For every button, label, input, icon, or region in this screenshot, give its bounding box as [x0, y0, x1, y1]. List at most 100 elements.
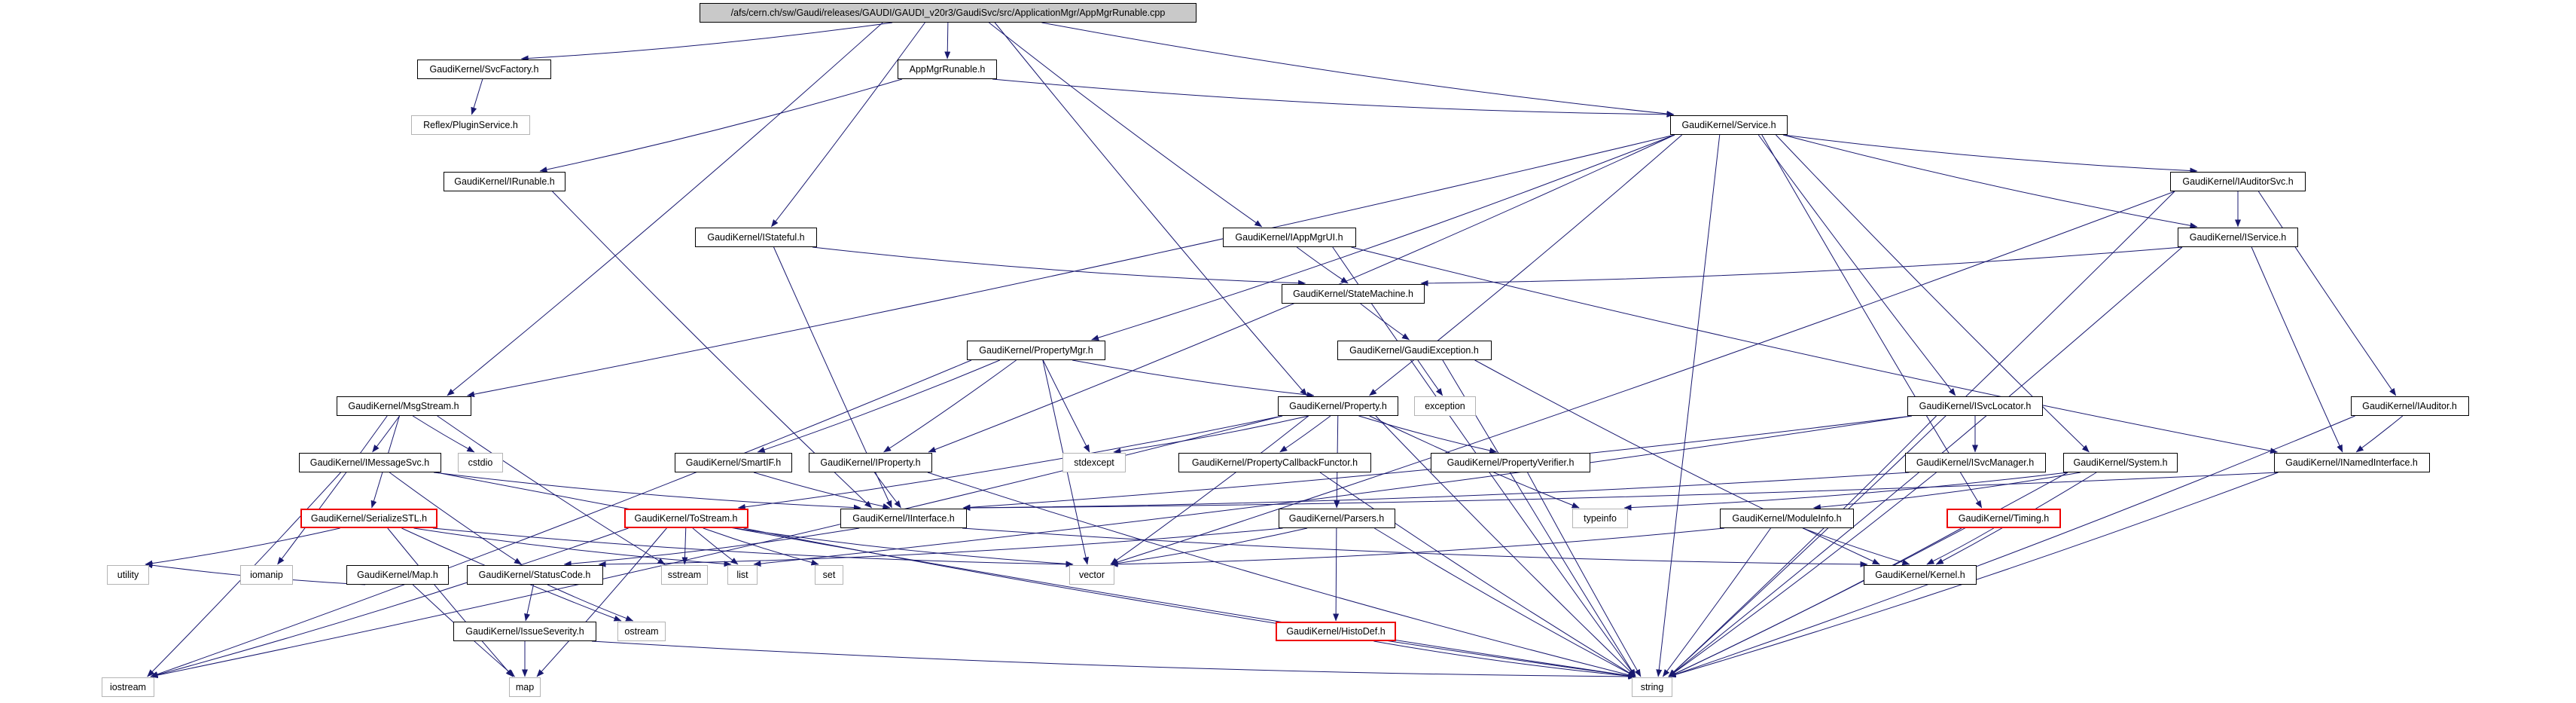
edge-iservice-statemachine — [1420, 246, 2183, 286]
edge-serializestl-mapstd — [387, 527, 514, 677]
edge-propertymgr-property — [1072, 359, 1315, 398]
node-statuscode[interactable]: GaudiKernel/StatusCode.h — [466, 565, 603, 585]
edge-iproperty-string — [927, 472, 1636, 678]
node-iinterface[interactable]: GaudiKernel/IInterface.h — [840, 509, 967, 528]
node-property[interactable]: GaudiKernel/Property.h — [1278, 396, 1398, 416]
edge-main-svcfactory — [520, 22, 893, 62]
edge-histodef-string — [1373, 640, 1636, 680]
edge-timing-string — [1668, 527, 1962, 677]
node-iservice[interactable]: GaudiKernel/IService.h — [2178, 228, 2298, 247]
edge-parsers-vector — [1110, 527, 1308, 567]
edge-inamedinterface-iinterface — [962, 472, 2279, 511]
edge-iappmgrui-inamedinterface — [1351, 246, 2278, 454]
edge-iauditorsvc-iauditor — [2257, 191, 2397, 396]
edge-imessagesvc-statuscode — [389, 472, 522, 565]
edge-iappmgrui-statemachine — [1296, 246, 1349, 284]
edge-tostream-iostream — [150, 527, 629, 678]
edge-moduleinfo-kernel — [1803, 527, 1910, 566]
node-isvcmanager[interactable]: GaudiKernel/ISvcManager.h — [1904, 453, 2046, 472]
node-msgstream[interactable]: GaudiKernel/MsgStream.h — [336, 396, 471, 416]
edge-smartif-iinterface — [753, 472, 891, 509]
node-histodef[interactable]: GaudiKernel/HistoDef.h — [1276, 622, 1396, 641]
edge-property-vector — [1110, 415, 1309, 565]
node-gaudiexception[interactable]: GaudiKernel/GaudiException.h — [1337, 341, 1492, 360]
node-setstd[interactable]: set — [815, 565, 843, 585]
edge-serializestl-vector — [432, 527, 1074, 567]
node-service[interactable]: GaudiKernel/Service.h — [1670, 115, 1788, 135]
node-imessagesvc[interactable]: GaudiKernel/IMessageSvc.h — [298, 453, 441, 472]
edge-msgstream-cstdio — [412, 415, 475, 453]
node-exception[interactable]: exception — [1414, 396, 1476, 416]
node-main[interactable]: /afs/cern.ch/sw/Gaudi/releases/GAUDI/GAU… — [700, 3, 1197, 23]
edge-svcfactory-pluginservice — [471, 78, 483, 115]
node-pluginservice[interactable]: Reflex/PluginService.h — [411, 115, 530, 135]
node-vector[interactable]: vector — [1069, 565, 1114, 585]
node-isvclocator[interactable]: GaudiKernel/ISvcLocator.h — [1907, 396, 2043, 416]
node-iomanip[interactable]: iomanip — [240, 565, 293, 585]
edge-propertymgr-stdexcept — [1042, 359, 1090, 453]
node-inamedinterface[interactable]: GaudiKernel/INamedInterface.h — [2273, 453, 2430, 472]
node-liststd[interactable]: list — [727, 565, 758, 585]
node-pcf[interactable]: GaudiKernel/PropertyCallbackFunctor.h — [1178, 453, 1371, 472]
edge-tostream-string — [743, 527, 1636, 679]
edge-statuscode-ostream — [547, 584, 634, 622]
edge-iservice-inamedinterface — [2251, 246, 2343, 453]
node-propertymgr[interactable]: GaudiKernel/PropertyMgr.h — [967, 341, 1105, 360]
node-tostream[interactable]: GaudiKernel/ToStream.h — [623, 509, 748, 528]
node-timing[interactable]: GaudiKernel/Timing.h — [1946, 509, 2061, 528]
node-irunable[interactable]: GaudiKernel/IRunable.h — [444, 172, 566, 191]
node-parsers[interactable]: GaudiKernel/Parsers.h — [1278, 509, 1395, 528]
node-serializestl[interactable]: GaudiKernel/SerializeSTL.h — [300, 509, 437, 528]
node-stdexcept[interactable]: stdexcept — [1062, 453, 1126, 472]
edge-gaudiexception-kernel — [1474, 359, 1880, 565]
edge-main-property — [994, 22, 1307, 396]
node-mapgaudi[interactable]: GaudiKernel/Map.h — [346, 565, 449, 585]
edge-propertymgr-iproperty — [883, 359, 1017, 453]
node-pv[interactable]: GaudiKernel/PropertyVerifier.h — [1431, 453, 1590, 472]
node-iproperty[interactable]: GaudiKernel/IProperty.h — [809, 453, 932, 472]
edge-service-iservice — [1782, 134, 2198, 229]
edge-pv-string — [1527, 472, 1642, 677]
node-smartif[interactable]: GaudiKernel/SmartIF.h — [675, 453, 792, 472]
node-svcfactory[interactable]: GaudiKernel/SvcFactory.h — [417, 60, 551, 79]
node-system[interactable]: GaudiKernel/System.h — [2063, 453, 2178, 472]
node-kernel[interactable]: GaudiKernel/Kernel.h — [1864, 565, 1977, 585]
node-iauditor[interactable]: GaudiKernel/IAuditor.h — [2350, 396, 2469, 416]
node-istateful[interactable]: GaudiKernel/IStateful.h — [695, 228, 817, 247]
edge-service-string — [1656, 134, 1721, 677]
node-appmgrrunable[interactable]: AppMgrRunable.h — [898, 60, 997, 79]
edge-isvclocator-liststd — [753, 415, 1913, 567]
edge-property-pcf — [1279, 415, 1331, 453]
node-string[interactable]: string — [1632, 677, 1672, 697]
node-iappmgrui[interactable]: GaudiKernel/IAppMgrUI.h — [1222, 228, 1356, 247]
edge-tostream-setstd — [703, 527, 819, 566]
edge-tostream-sstream — [681, 527, 688, 565]
edge-imessagesvc-iinterface — [434, 472, 861, 511]
edge-service-msgstream — [467, 134, 1675, 398]
node-sstream[interactable]: sstream — [661, 565, 708, 585]
node-issueseverity[interactable]: GaudiKernel/IssueSeverity.h — [453, 622, 596, 641]
node-moduleinfo[interactable]: GaudiKernel/ModuleInfo.h — [1720, 509, 1854, 528]
edge-imessagesvc-string — [436, 472, 1636, 679]
node-cstdio[interactable]: cstdio — [458, 453, 503, 472]
edge-parsers-histodef — [1333, 527, 1340, 622]
node-mapstd[interactable]: map — [509, 677, 541, 697]
edge-property-stdexcept — [1113, 415, 1309, 454]
node-typeinfo[interactable]: typeinfo — [1572, 509, 1628, 528]
node-iostream[interactable]: iostream — [102, 677, 154, 697]
edge-iinterface-statuscode — [563, 527, 860, 567]
edge-issueseverity-string — [591, 640, 1636, 680]
node-statemachine[interactable]: GaudiKernel/StateMachine.h — [1282, 284, 1425, 304]
edge-property-tostream — [737, 415, 1283, 510]
edge-tostream-mapstd — [536, 527, 667, 677]
edge-statuscode-issueseverity — [524, 584, 534, 622]
edge-appmgrrunable-service — [992, 78, 1675, 118]
edge-isvcmanager-iinterface — [962, 472, 1910, 511]
node-ostream[interactable]: ostream — [617, 622, 666, 641]
edge-service-propertymgr — [1091, 134, 1675, 341]
node-utility[interactable]: utility — [107, 565, 149, 585]
edge-property-pv — [1358, 415, 1498, 454]
edge-gaudiexception-exception — [1417, 359, 1443, 396]
node-iauditorsvc[interactable]: GaudiKernel/IAuditorSvc.h — [2170, 172, 2306, 191]
edge-system-moduleinfo — [1812, 472, 2081, 511]
